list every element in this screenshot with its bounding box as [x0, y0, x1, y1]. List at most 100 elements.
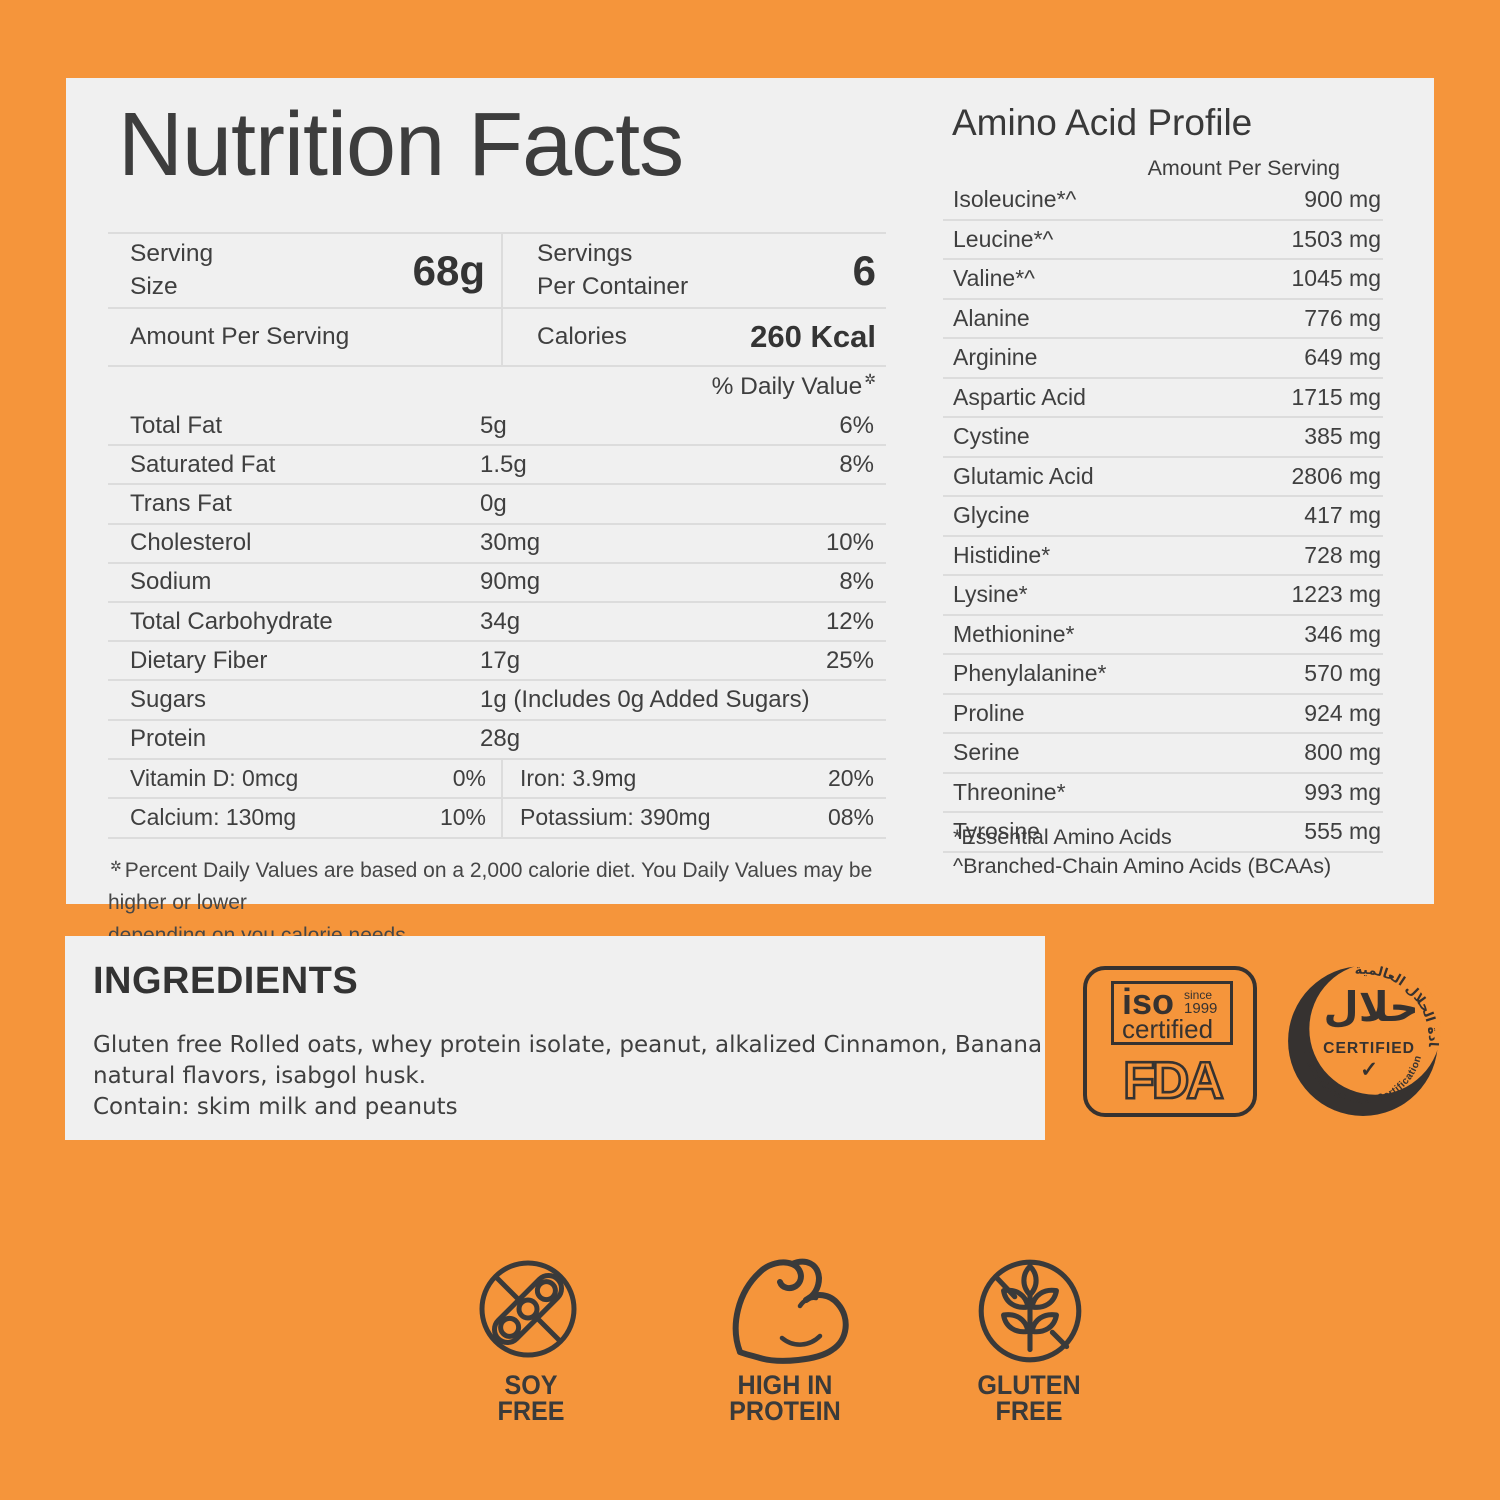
amino-acid-amount: 1503 mg [1291, 225, 1381, 252]
amino-acid-amount: 555 mg [1304, 818, 1381, 845]
amino-acid-name: Serine [953, 739, 1020, 766]
amino-acid-name: Threonine* [953, 778, 1066, 805]
nutrient-daily-value: 12% [825, 607, 874, 635]
servings-per-container-value: 6 [852, 246, 876, 294]
nutrient-label: Trans Fat [130, 489, 232, 517]
vitamin-label: Vitamin D: 0mcg [130, 764, 299, 791]
vitamin-cell: Vitamin D: 0mcg 0% [108, 759, 503, 798]
soy-free-label: SOY FREE [497, 1370, 565, 1426]
serving-size-cell: Serving Size 68g [108, 234, 503, 307]
iso-label: iso [1122, 981, 1175, 1022]
amino-acid-name: Tyrosine [953, 818, 1040, 845]
amino-acid-amount: 385 mg [1304, 423, 1381, 450]
gluten-free-label: GLUTEN FREE [977, 1370, 1081, 1426]
high-in-protein-label: HIGH IN PROTEIN [729, 1370, 841, 1426]
amino-acid-row: Aspartic Acid 1715 mg [943, 379, 1383, 418]
nutrient-amount: 1.5g [480, 450, 527, 478]
nutrient-row: Total Fat 5g 6% [108, 407, 886, 447]
nutrient-amount: 5g [480, 411, 507, 439]
nutrient-amount: 0g [480, 489, 507, 517]
ingredients-line: natural flavors, isabgol husk. [93, 1063, 427, 1089]
vitamin-row: Calcium: 130mg 10% Potassium: 390mg 08% [108, 799, 886, 839]
ingredients-title: INGREDIENTS [93, 960, 359, 1002]
amino-acid-row: Arginine 649 mg [943, 339, 1383, 379]
amino-acid-name: Phenylalanine* [953, 660, 1107, 687]
halal-certified-badge: شهادة الحلال العالمية حلال CERTIFIED ✓ I… [1282, 958, 1441, 1116]
amino-acid-amount: 728 mg [1304, 541, 1381, 568]
asterisk-mark-icon: ✲ [110, 857, 122, 874]
amino-acid-name: Aspartic Acid [953, 383, 1086, 410]
amino-acid-name: Glutamic Acid [953, 462, 1094, 489]
vitamin-daily-value: 08% [827, 804, 874, 831]
amino-acid-row: Isoleucine*^ 900 mg [943, 181, 1383, 221]
vitamin-cell: Potassium: 390mg 08% [503, 799, 886, 837]
amino-acid-name: Valine*^ [953, 265, 1035, 292]
nutrient-row: Sugars 1g (Includes 0g Added Sugars) [108, 681, 886, 721]
ingredients-line: Gluten free Rolled oats, whey protein is… [93, 1032, 1043, 1058]
nutrition-header: Serving Size 68g Servings Per Container … [108, 232, 886, 367]
nutrient-amount: 90mg [480, 568, 541, 596]
ingredients-line: Contain: skim milk and peanuts [93, 1094, 458, 1120]
amino-acid-amount: 2806 mg [1291, 462, 1381, 489]
nutrition-facts-panel: Nutrition Facts Serving Size 68g Serving… [66, 78, 1434, 947]
gluten-free-icon [978, 1259, 1082, 1363]
serving-size-label: Serving Size [130, 240, 214, 300]
amino-acid-title: Amino Acid Profile [952, 102, 1253, 143]
amino-acid-amount: 417 mg [1304, 502, 1381, 529]
amino-acid-amount: 900 mg [1304, 186, 1381, 213]
amino-acid-amount: 649 mg [1304, 344, 1381, 371]
amino-acid-row: Glutamic Acid 2806 mg [943, 458, 1383, 497]
nutrient-row: Sodium 90mg 8% [108, 564, 886, 603]
calories-value: 260 Kcal [750, 319, 876, 354]
iso-certified-box: iso since 1999 certified [1111, 981, 1233, 1045]
nutrient-daily-value: 10% [825, 529, 874, 557]
nutrient-amount: 28g [480, 725, 521, 753]
amino-acid-name: Methionine* [953, 620, 1075, 647]
vitamin-label: Iron: 3.9mg [520, 764, 637, 791]
nutrient-amount: 30mg [480, 529, 541, 557]
servings-per-container-cell: Servings Per Container 6 [503, 234, 886, 307]
amino-acid-row: Tyrosine 555 mg [943, 813, 1383, 853]
amino-acid-row: Glycine 417 mg [943, 497, 1383, 537]
amino-acid-amount: 1223 mg [1291, 581, 1381, 608]
amount-per-serving-label: Amount Per Serving [130, 322, 350, 350]
amino-acid-row: Leucine*^ 1503 mg [943, 221, 1383, 260]
amino-acid-name: Leucine*^ [953, 225, 1054, 252]
amino-acid-amount: 993 mg [1304, 778, 1381, 805]
iso-year-label: 1999 [1184, 1000, 1218, 1017]
vitamin-label: Potassium: 390mg [520, 804, 711, 831]
essential-amino-footnote: *Essential Amino Acids [953, 825, 1172, 849]
nutrient-label: Protein [130, 725, 207, 753]
amino-acid-row: Histidine* 728 mg [943, 537, 1383, 576]
amino-acid-amount: 570 mg [1304, 660, 1381, 687]
nutrient-daily-value: 8% [839, 450, 874, 478]
nutrient-label: Sugars [130, 685, 207, 713]
serving-size-value: 68g [412, 246, 485, 294]
nutrient-row: Trans Fat 0g [108, 485, 886, 525]
nutrient-daily-value: 8% [839, 568, 874, 596]
amino-acid-amount: 924 mg [1304, 699, 1381, 726]
amino-acid-amount: 800 mg [1304, 739, 1381, 766]
vitamin-label: Calcium: 130mg [130, 804, 297, 831]
amino-acid-name: Glycine [953, 502, 1030, 529]
amino-acid-header: Amount Per Serving [1147, 156, 1340, 180]
nutrient-row: Saturated Fat 1.5g 8% [108, 446, 886, 486]
nutrient-label: Saturated Fat [130, 450, 276, 478]
amino-acid-name: Isoleucine*^ [953, 186, 1077, 213]
iso-fda-badge: iso since 1999 certified FDA [1083, 966, 1257, 1117]
vitamin-daily-value: 20% [827, 764, 874, 791]
iso-since-label: since [1184, 988, 1213, 1002]
iso-certified-label: certified [1122, 1013, 1214, 1044]
halal-checkmark-icon: ✓ [1360, 1057, 1378, 1081]
amino-acid-row: Valine*^ 1045 mg [943, 260, 1383, 300]
amino-acid-name: Arginine [953, 344, 1038, 371]
nutrient-label: Sodium [130, 568, 212, 596]
bcaa-footnote: ^Branched-Chain Amino Acids (BCAAs) [953, 854, 1332, 878]
halal-arabic-center-text: حلال [1324, 983, 1419, 1031]
vitamin-daily-value: 0% [452, 764, 486, 791]
amino-acid-row: Lysine* 1223 mg [943, 576, 1383, 616]
amino-acid-amount: 776 mg [1304, 304, 1381, 331]
nutrient-daily-value: 6% [839, 411, 874, 439]
nutrient-row: Dietary Fiber 17g 25% [108, 642, 886, 682]
amino-acid-row: Cystine 385 mg [943, 418, 1383, 458]
